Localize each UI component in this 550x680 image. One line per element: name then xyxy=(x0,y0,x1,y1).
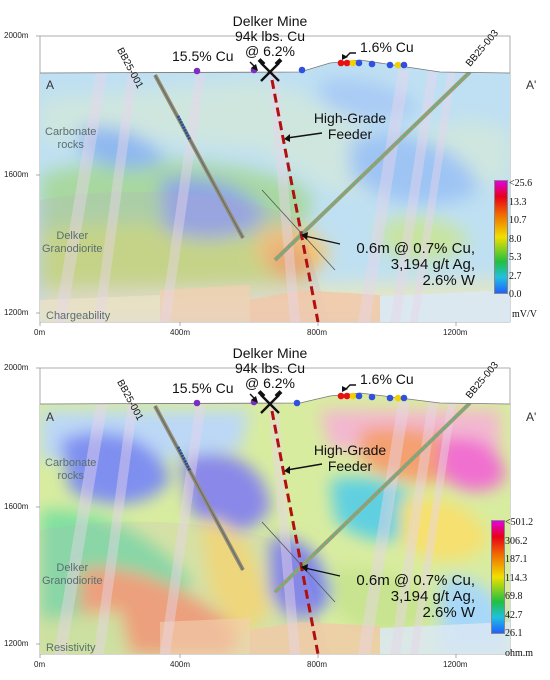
scale-unit: mV/V xyxy=(512,309,537,320)
surface-grade-right: 1.6% Cu xyxy=(360,371,414,387)
intercept-result: 0.6m @ 0.7% Cu, 3,194 g/t Ag, 2.6% W xyxy=(356,240,475,289)
drillhole-traces xyxy=(153,70,472,262)
scale-label: 114.3 xyxy=(505,573,528,584)
scale-unit: ohm.m xyxy=(505,648,534,659)
y-tick-label: 1600m xyxy=(4,170,29,179)
y-tick-label: 1600m xyxy=(4,502,29,511)
surface-samples xyxy=(193,59,408,75)
x-tick-label: 0m xyxy=(34,660,46,669)
mine-label: Delker Mine 94k lbs. Cu @ 6.2% xyxy=(232,13,308,59)
scale-label: 8.0 xyxy=(509,234,522,245)
drillhole-traces xyxy=(153,401,472,594)
callout-arrows xyxy=(249,52,356,245)
arrow-heads xyxy=(251,54,348,240)
surface-grade-left: 15.5% Cu xyxy=(172,380,234,396)
rock-unit-carbonate: Carbonate rocks xyxy=(45,457,97,482)
y-tick-label: 1200m xyxy=(4,308,29,317)
chargeability-field xyxy=(40,60,510,322)
method-label: Resistivity xyxy=(46,642,96,654)
arrow-heads xyxy=(251,386,348,572)
resistivity-section-map xyxy=(36,367,511,658)
x-tick-label: 800m xyxy=(307,660,328,669)
mine-label: Delker Mine 94k lbs. Cu @ 6.2% xyxy=(232,345,308,391)
scale-label: 187.1 xyxy=(505,554,528,565)
chargeability-section-panel: <25.6 13.3 10.7 8.0 5.3 2.7 0.0 mV/V 200… xyxy=(4,13,537,338)
resistivity-section-panel: <501.2 306.2 187.1 114.3 69.8 42.7 26.1 … xyxy=(0,340,550,680)
axis-ticks xyxy=(36,367,457,658)
crossed-hammers-icon xyxy=(257,58,283,82)
section-end-right: A' xyxy=(526,78,537,92)
x-tick-label: 400m xyxy=(170,328,191,337)
scale-label: 0.0 xyxy=(509,289,522,300)
x-tick-label: 800m xyxy=(307,328,328,337)
y-tick-label: 1200m xyxy=(4,639,29,648)
section-end-left: A xyxy=(46,78,55,92)
axis-ticks xyxy=(36,35,457,326)
chargeability-color-scale xyxy=(494,180,508,294)
scale-label: <25.6 xyxy=(509,178,533,189)
scale-label: 26.1 xyxy=(505,628,523,639)
surface-grade-right: 1.6% Cu xyxy=(360,39,414,55)
feeder-label: High-Grade Feeder xyxy=(313,110,387,142)
x-tick-label: 0m xyxy=(34,328,46,337)
y-tick-label: 2000m xyxy=(4,31,29,40)
crossed-hammers-icon xyxy=(257,390,283,414)
scale-label: 10.7 xyxy=(509,215,527,226)
callout-arrows xyxy=(249,384,356,577)
scale-label: 5.3 xyxy=(509,252,522,263)
surface-grade-left: 15.5% Cu xyxy=(172,48,234,64)
rock-unit-granodiorite: Delker Granodiorite xyxy=(42,230,103,255)
intercept-result: 0.6m @ 0.7% Cu, 3,194 g/t Ag, 2.6% W xyxy=(356,572,475,621)
y-tick-label: 2000m xyxy=(4,363,29,372)
scale-label: 13.3 xyxy=(509,197,527,208)
x-tick-label: 400m xyxy=(170,660,191,669)
scale-label: 306.2 xyxy=(505,536,528,547)
scale-label: <501.2 xyxy=(505,517,534,528)
scale-label: 42.7 xyxy=(505,610,523,621)
feeder-label: High-Grade Feeder xyxy=(313,442,387,474)
fault-line xyxy=(261,521,336,603)
resistivity-field xyxy=(40,393,510,654)
rock-unit-carbonate: Carbonate rocks xyxy=(45,126,97,151)
x-tick-label: 1200m xyxy=(443,328,468,337)
x-tick-label: 1200m xyxy=(443,660,468,669)
rock-unit-granodiorite: Delker Granodiorite xyxy=(42,562,103,587)
scale-label: 2.7 xyxy=(509,271,522,282)
chargeability-section-map xyxy=(36,35,511,326)
resistivity-color-scale xyxy=(491,520,505,634)
method-label: Chargeability xyxy=(46,310,111,322)
section-end-left: A xyxy=(46,410,55,424)
scale-label: 69.8 xyxy=(505,591,523,602)
fault-line xyxy=(261,189,336,271)
section-end-right: A' xyxy=(526,410,537,424)
